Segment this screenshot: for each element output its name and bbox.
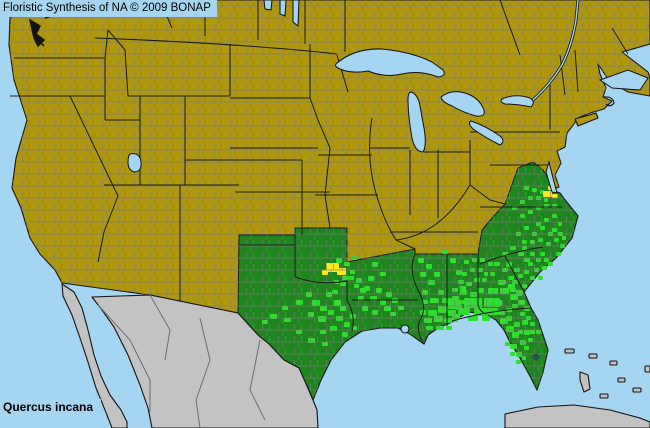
lakes xyxy=(28,0,649,361)
lake-huron xyxy=(440,91,485,117)
lake-superior xyxy=(335,48,445,78)
cape-cod xyxy=(602,96,615,107)
mexico-mainland xyxy=(91,294,319,428)
gulf-of-st-lawrence xyxy=(598,69,649,91)
st-lawrence-river-water xyxy=(532,0,579,101)
lake-michigan xyxy=(407,91,426,153)
lake-erie xyxy=(468,120,504,146)
species-name-label: Quercus incana xyxy=(0,399,102,417)
mexico-state-borders xyxy=(97,294,266,428)
baja-california xyxy=(61,283,128,428)
long-island xyxy=(574,112,599,127)
cuba xyxy=(504,404,650,428)
map-title: Floristic Synthesis of NA © 2009 BONAP xyxy=(0,0,217,17)
chesapeake-bay xyxy=(545,160,558,194)
bahamas-islands xyxy=(564,348,650,399)
lake-ontario xyxy=(500,95,534,108)
great-salt-lake xyxy=(127,153,142,173)
lake-okeechobee xyxy=(532,353,540,361)
lake-winnipeg-area xyxy=(263,0,300,28)
out-of-coverage-regions xyxy=(61,283,650,428)
lake-pontchartrain xyxy=(400,324,410,334)
